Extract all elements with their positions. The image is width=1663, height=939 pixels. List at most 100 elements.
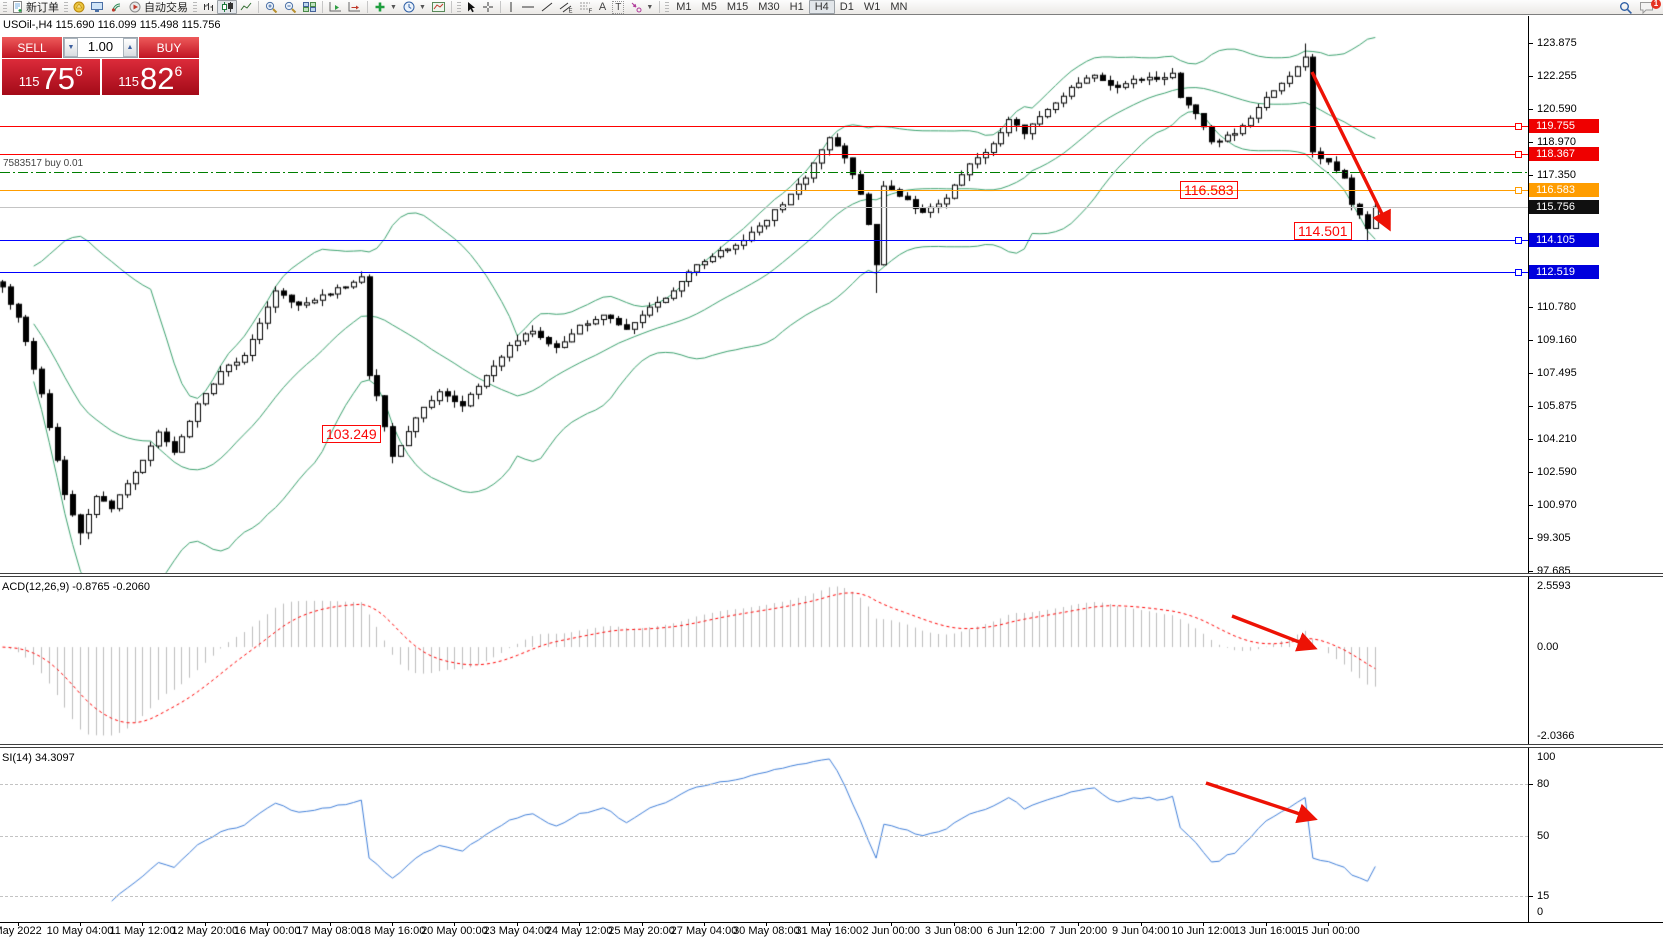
buy-price-prefix: 115 (118, 74, 139, 89)
price-tick-label: 122.255 (1537, 69, 1577, 82)
price-level-line[interactable] (0, 154, 1528, 155)
time-axis-tick (18, 922, 19, 926)
panel-separator-macd[interactable] (0, 573, 1663, 577)
time-axis-tick (1016, 922, 1017, 926)
time-axis-tick (205, 922, 206, 926)
rsi-indicator-label: SI(14) 34.3097 (2, 752, 75, 764)
sell-button[interactable]: SELL (2, 37, 62, 58)
rsi-level-line (0, 784, 1528, 785)
time-axis-label: 13 Jun 16:00 (1233, 925, 1298, 937)
sell-price-prefix: 115 (18, 74, 40, 89)
time-axis-line (0, 922, 1663, 923)
time-axis-label: 20 May 00:00 (421, 925, 488, 937)
panel-separator-rsi[interactable] (0, 744, 1663, 748)
time-axis-label: 7 Jun 20:00 (1049, 925, 1108, 937)
price-tick-mark (1528, 472, 1533, 473)
time-axis-label: 27 May 04:00 (670, 925, 738, 937)
trade-prices-row: 115 75 6 115 82 6 (2, 59, 199, 95)
price-badge: 116.583 (1529, 183, 1599, 197)
price-badge: 114.105 (1529, 232, 1599, 247)
time-axis-tick (330, 922, 331, 926)
price-badge: 118.367 (1529, 147, 1599, 162)
time-axis-tick (1141, 922, 1142, 926)
time-axis-tick (891, 922, 892, 926)
volume-decrease-button[interactable]: ▼ (64, 38, 78, 57)
time-axis-label: 31 May 16:00 (795, 925, 863, 937)
line-handle[interactable] (1515, 123, 1522, 130)
time-axis-label: 9 Jun 04:00 (1112, 925, 1170, 937)
price-tick-mark (1528, 340, 1533, 341)
time-axis-tick (1266, 922, 1267, 926)
line-handle[interactable] (1515, 151, 1522, 158)
macd-scale-max: 2.5593 (1537, 580, 1571, 592)
line-handle[interactable] (1515, 237, 1522, 244)
time-axis-tick (517, 922, 518, 926)
price-tick-label: 107.495 (1537, 367, 1577, 380)
time-axis-label: 15 Jun 00:00 (1296, 925, 1360, 937)
buy-price-box[interactable]: 115 82 6 (101, 59, 199, 96)
rsi-level-line (0, 896, 1528, 897)
rsi-tick-label: 80 (1537, 777, 1550, 790)
sell-price-main: 75 (40, 61, 75, 96)
time-axis-label: 17 May 08:00 (296, 925, 363, 937)
time-axis-tick (454, 922, 455, 926)
time-axis-label: 18 May 16:00 (358, 925, 426, 937)
line-handle[interactable] (1515, 269, 1522, 276)
triangle-up-icon: ▲ (126, 44, 134, 51)
price-tick-label: 99.305 (1537, 532, 1571, 545)
time-axis-tick (642, 922, 643, 926)
price-badge: 112.519 (1529, 264, 1599, 279)
rsi-tick-label: 15 (1537, 890, 1550, 903)
price-tick-mark (1528, 43, 1533, 44)
macd-scale-min: -2.0366 (1537, 730, 1575, 742)
price-level-line[interactable] (0, 207, 1528, 208)
price-tick-mark (1528, 142, 1533, 143)
time-axis-tick (142, 922, 143, 926)
buy-price-main: 82 (139, 61, 175, 96)
time-axis-label: 24 May 12:00 (545, 925, 613, 937)
time-axis-tick (392, 922, 393, 926)
price-badge: 115.756 (1529, 199, 1599, 214)
time-axis-label: 3 Jun 08:00 (924, 925, 983, 937)
time-axis-label: 10 May 04:00 (46, 925, 114, 937)
price-tick-mark (1528, 175, 1533, 176)
time-axis-label: 6 Jun 12:00 (987, 925, 1045, 937)
price-level-line[interactable] (0, 190, 1528, 191)
sell-price-sup: 6 (74, 63, 83, 79)
time-axis-tick (80, 922, 81, 926)
line-handle[interactable] (1515, 187, 1522, 194)
price-tick-mark (1528, 373, 1533, 374)
buy-position-label: 7583517 buy 0.01 (3, 158, 84, 169)
time-axis-label: 25 May 20:00 (608, 925, 675, 937)
price-axis-line (1528, 16, 1529, 922)
volume-increase-button[interactable]: ▲ (123, 38, 137, 57)
time-axis-label: 16 May 00:00 (233, 925, 301, 937)
rsi-tick-label: 0 (1537, 906, 1544, 918)
sell-price-box[interactable]: 115 75 6 (2, 59, 100, 95)
rsi-tick-mark (1528, 896, 1533, 897)
triangle-down-icon: ▼ (67, 44, 75, 51)
price-level-line[interactable] (0, 272, 1528, 273)
macd-indicator-label: ACD(12,26,9) -0.8765 -0.2060 (2, 581, 150, 593)
time-axis-label: 30 May 08:00 (733, 925, 800, 937)
price-annotation[interactable]: 114.501 (1294, 222, 1352, 240)
volume-value[interactable]: 1.00 (87, 39, 114, 54)
time-axis-tick (1328, 922, 1329, 926)
rsi-tick-label: 100 (1537, 751, 1556, 763)
time-axis-label: 11 May 12:00 (109, 925, 176, 937)
price-tick-mark (1528, 439, 1533, 440)
price-level-line[interactable] (0, 240, 1528, 241)
price-annotation[interactable]: 103.249 (322, 425, 381, 443)
time-axis-tick (766, 922, 767, 926)
time-axis-label: 2 Jun 00:00 (862, 925, 920, 937)
price-tick-mark (1528, 76, 1533, 77)
buy-button[interactable]: BUY (139, 37, 199, 58)
time-axis-tick (579, 922, 580, 926)
price-level-line[interactable] (0, 126, 1528, 127)
price-annotation[interactable]: 116.583 (1180, 181, 1238, 199)
price-tick-mark (1528, 109, 1533, 110)
buy-price-sup: 6 (174, 63, 183, 79)
price-tick-mark (1528, 307, 1533, 308)
